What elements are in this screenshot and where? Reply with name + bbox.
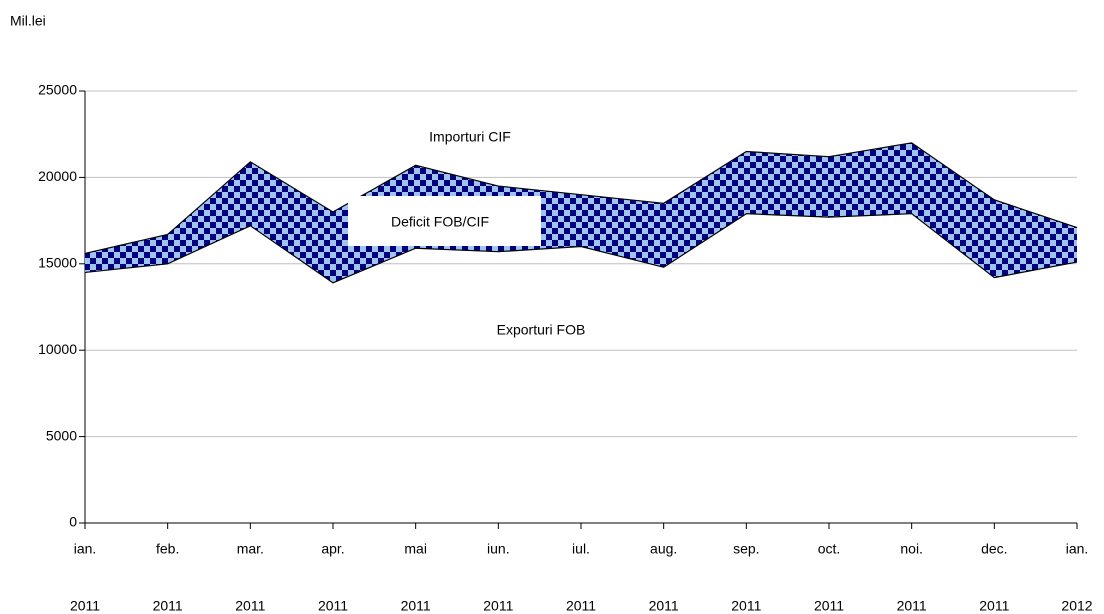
x-tick-label: mar. bbox=[237, 541, 264, 557]
x-tick-label: noi. bbox=[900, 541, 923, 557]
x-tick-label: iun. bbox=[487, 541, 510, 557]
y-axis-label: Mil.lei bbox=[10, 13, 46, 29]
y-tick-label: 5000 bbox=[46, 427, 77, 443]
x-tick-label: iul. bbox=[572, 541, 590, 557]
x-tick-label: 2011 bbox=[979, 598, 1009, 614]
x-tick-label: 2011 bbox=[70, 598, 100, 614]
y-tick-label: 15000 bbox=[38, 255, 77, 271]
x-tick-label: ian. bbox=[74, 541, 97, 557]
y-tick-label: 20000 bbox=[38, 168, 77, 184]
y-tick-label: 10000 bbox=[38, 341, 77, 357]
x-tick-label: mai bbox=[404, 541, 427, 557]
x-tick-label: 2011 bbox=[566, 598, 596, 614]
x-tick-label: oct. bbox=[818, 541, 841, 557]
x-tick-label: aug. bbox=[650, 541, 677, 557]
y-tick-label: 25000 bbox=[38, 82, 77, 98]
x-tick-label: 2011 bbox=[153, 598, 183, 614]
x-tick-label: 2011 bbox=[649, 598, 679, 614]
x-tick-label: sep. bbox=[733, 541, 759, 557]
y-tick-label: 0 bbox=[69, 514, 77, 530]
annotation-box bbox=[348, 196, 541, 246]
series-line bbox=[84, 213, 1078, 284]
x-tick-label: feb. bbox=[156, 541, 179, 557]
x-tick-label: apr. bbox=[321, 541, 344, 557]
x-tick-label: 2011 bbox=[318, 598, 348, 614]
series-annotation: Exporturi FOB bbox=[497, 322, 586, 338]
series-line bbox=[84, 142, 1078, 255]
x-tick-label: 2011 bbox=[483, 598, 513, 614]
x-tick-label: 2012 bbox=[1061, 598, 1092, 614]
x-tick-label: dec. bbox=[981, 541, 1007, 557]
fill-annotation: Deficit FOB/CIF bbox=[391, 214, 489, 230]
x-tick-label: 2011 bbox=[235, 598, 265, 614]
x-tick-label: 2011 bbox=[401, 598, 431, 614]
x-tick-label: 2011 bbox=[897, 598, 927, 614]
series-annotation: Importuri CIF bbox=[429, 129, 511, 145]
x-tick-label: 2011 bbox=[731, 598, 761, 614]
deficit-area bbox=[85, 142, 1077, 283]
x-tick-label: 2011 bbox=[814, 598, 844, 614]
x-tick-label: ian. bbox=[1066, 541, 1089, 557]
